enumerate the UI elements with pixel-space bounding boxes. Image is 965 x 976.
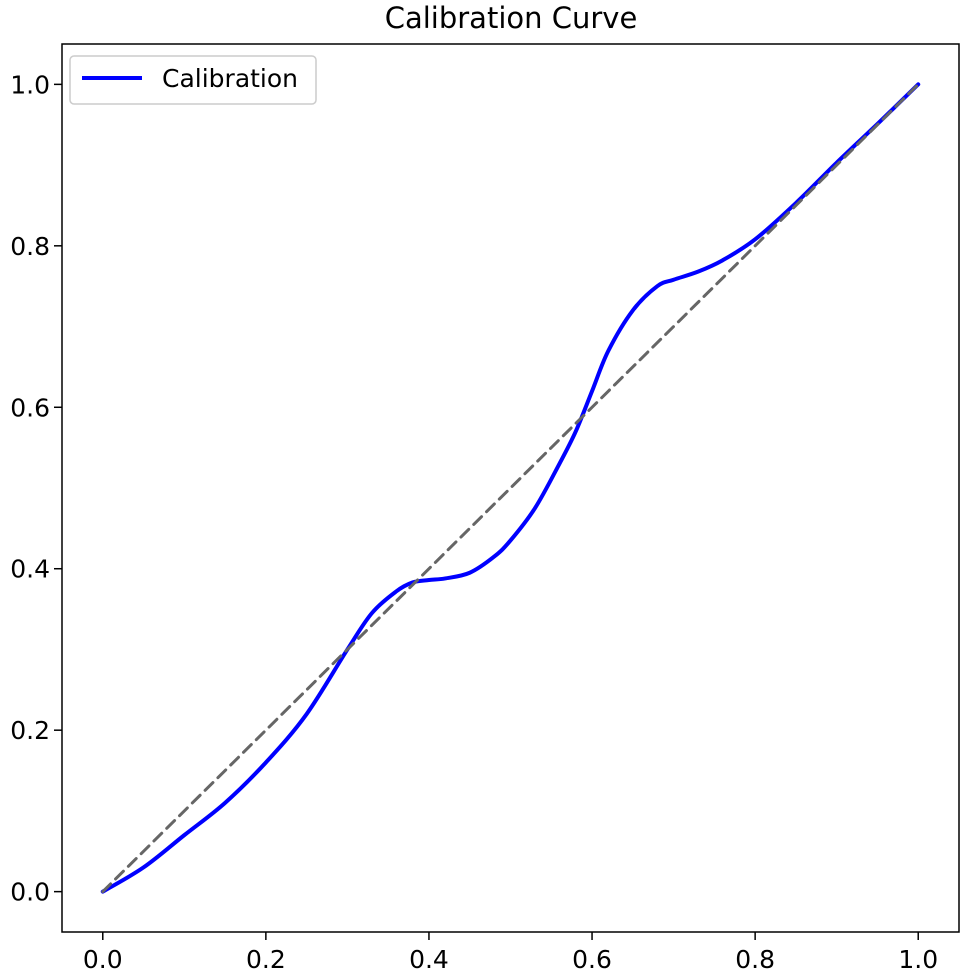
y-tick-label: 1.0 xyxy=(10,70,50,99)
y-tick-label: 0.8 xyxy=(10,232,50,261)
axes-layer: 0.0 0.2 0.4 0.6 0.8 1.0 0.0 0.2 0.4 0.6 0.8 1.0 xyxy=(10,43,960,974)
x-tick-label: 0.8 xyxy=(735,945,775,974)
x-tick-label: 0.0 xyxy=(83,945,123,974)
x-tick-label: 0.2 xyxy=(246,945,286,974)
x-tick-label: 0.4 xyxy=(409,945,449,974)
x-tick-label: 0.6 xyxy=(572,945,612,974)
y-tick-label: 0.0 xyxy=(10,878,50,907)
y-tick-label: 0.4 xyxy=(10,555,50,584)
chart-title: Calibration Curve xyxy=(385,1,638,35)
x-tick-label: 1.0 xyxy=(898,945,938,974)
y-tick-label: 0.6 xyxy=(10,393,50,422)
legend-calibration-label: Calibration xyxy=(162,64,298,93)
legend-box xyxy=(69,55,317,105)
plot-layer xyxy=(100,82,921,894)
series-calibration-line xyxy=(100,82,921,894)
y-tick-label: 0.2 xyxy=(10,716,50,745)
plot-frame xyxy=(61,43,960,933)
legend: Calibration xyxy=(69,55,317,105)
series-1-line xyxy=(101,82,920,894)
